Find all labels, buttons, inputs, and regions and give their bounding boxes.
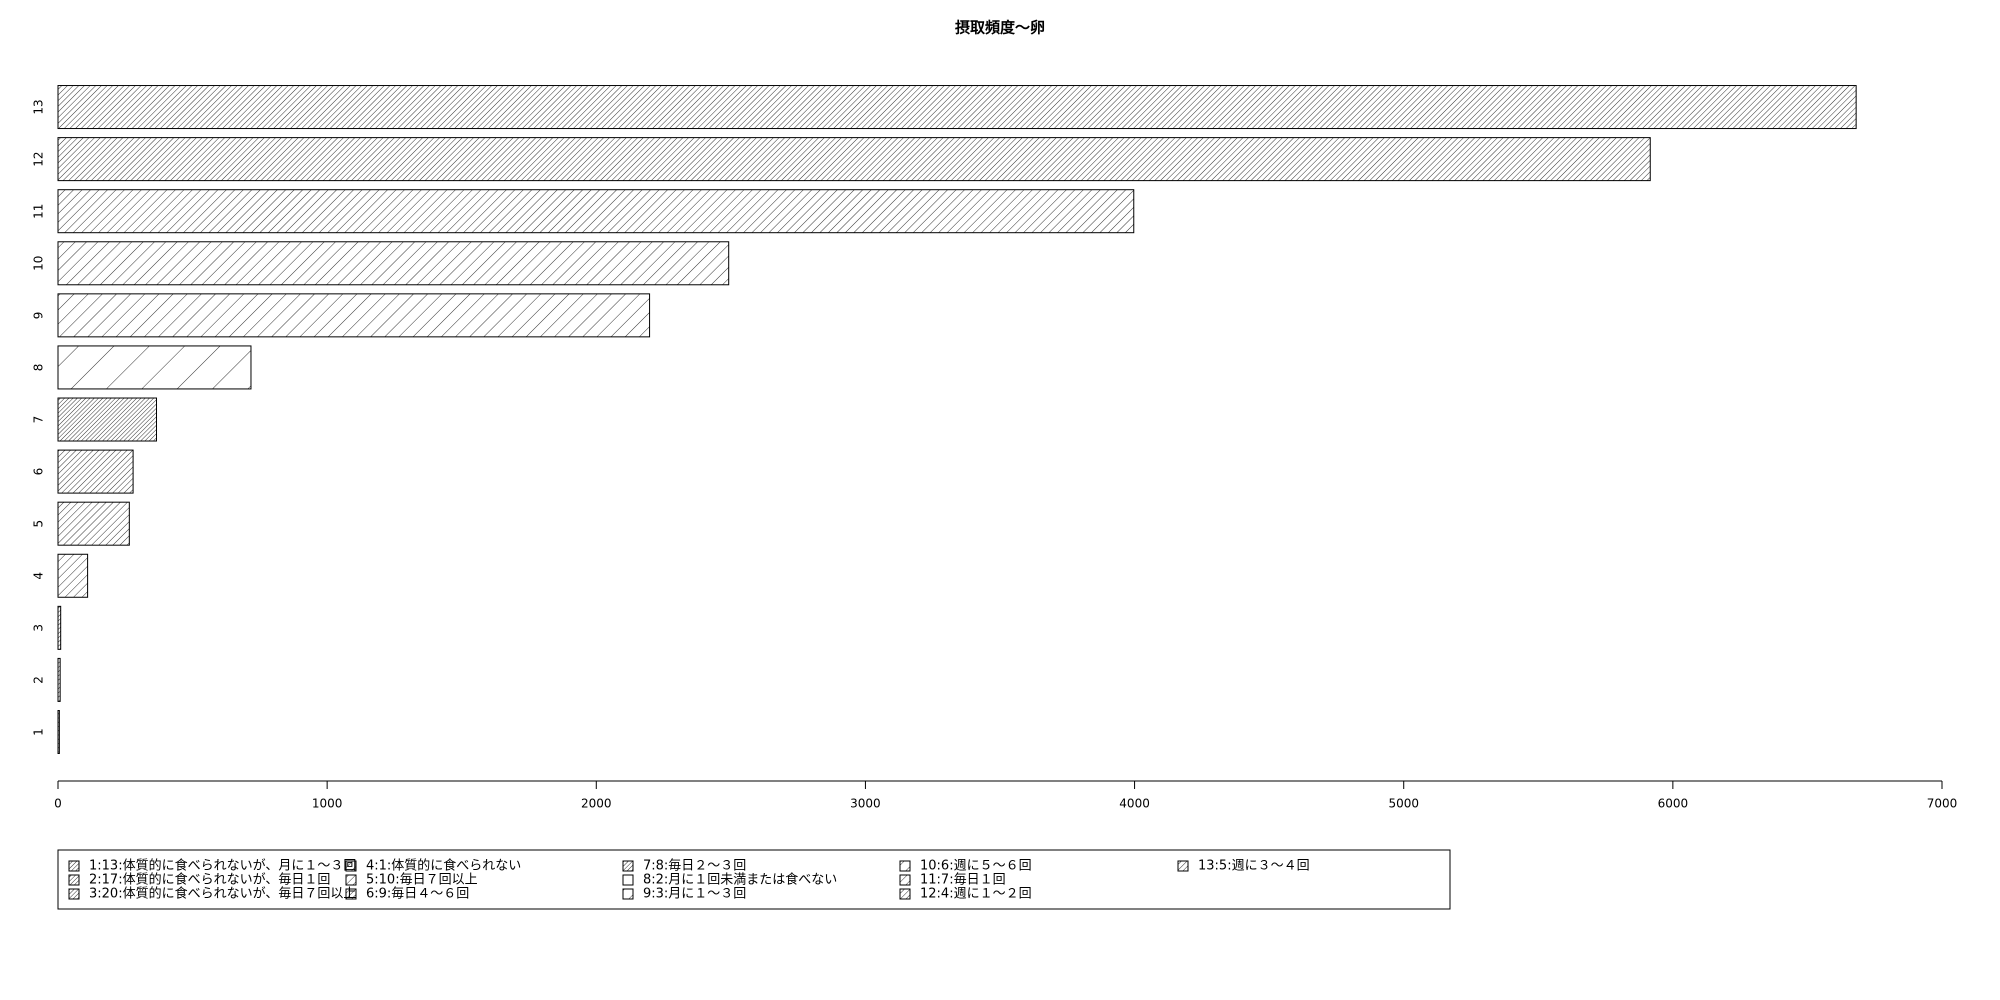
y-tick-label: 5 <box>32 520 46 528</box>
bar <box>57 657 61 702</box>
legend-swatch <box>345 860 357 872</box>
x-tick-label: 6000 <box>1658 797 1689 811</box>
bar <box>57 293 651 338</box>
y-tick-label: 9 <box>32 312 46 320</box>
legend-label: 1:13:体質的に食べられないが、月に１〜３回 <box>89 858 356 874</box>
legend-swatch <box>68 888 80 900</box>
legend-swatch <box>899 874 911 886</box>
bar <box>57 241 730 286</box>
legend-swatch <box>68 874 80 886</box>
bar <box>57 553 89 598</box>
legend-swatch <box>345 888 357 900</box>
x-tick-label: 0 <box>54 797 62 811</box>
x-tick-label: 3000 <box>850 797 881 811</box>
legend-swatch <box>899 888 911 900</box>
x-tick-label: 1000 <box>312 797 343 811</box>
y-tick-label: 8 <box>32 364 46 372</box>
legend-label: 2:17:体質的に食べられないが、毎日１回 <box>89 872 330 888</box>
legend-swatch <box>622 888 634 900</box>
legend-swatch <box>345 874 357 886</box>
y-tick-label: 4 <box>32 572 46 580</box>
y-tick-label: 13 <box>32 99 46 114</box>
legend-box <box>57 849 1451 910</box>
bar <box>57 605 62 650</box>
legend-label: 9:3:月に１〜３回 <box>643 887 746 902</box>
y-tick-label: 2 <box>32 676 46 684</box>
y-tick-label: 1 <box>32 728 46 736</box>
bar <box>57 137 1651 182</box>
legend-label: 6:9:毎日４〜６回 <box>366 886 469 902</box>
y-tick-label: 7 <box>32 416 46 424</box>
legend-label: 7:8:毎日２〜３回 <box>643 858 746 874</box>
legend-label: 12:4:週に１〜２回 <box>920 887 1032 902</box>
legend-swatch <box>68 860 80 872</box>
x-tick-label: 2000 <box>581 797 612 811</box>
bar <box>57 397 158 442</box>
legend-swatch <box>899 860 911 872</box>
legend-swatch <box>622 860 634 872</box>
chart-title: 摂取頻度〜卵 <box>955 19 1045 37</box>
bar <box>57 189 1135 234</box>
legend-label: 11:7:毎日１回 <box>920 872 1006 888</box>
legend-label: 4:1:体質的に食べられない <box>366 858 521 874</box>
y-tick-label: 3 <box>32 624 46 632</box>
legend-label: 8:2:月に１回未満または食べない <box>643 872 837 888</box>
bar <box>57 449 134 494</box>
x-tick-label: 7000 <box>1927 797 1958 811</box>
y-tick-label: 11 <box>32 204 46 219</box>
legend-swatch <box>1177 860 1189 872</box>
y-tick-label: 6 <box>32 468 46 476</box>
x-tick-label: 5000 <box>1388 797 1419 811</box>
legend-label: 3:20:体質的に食べられないが、毎日７回以上 <box>89 886 356 902</box>
y-tick-label: 12 <box>32 151 46 166</box>
legend-label: 5:10:毎日７回以上 <box>366 872 478 888</box>
legend-label: 10:6:週に５〜６回 <box>920 859 1032 874</box>
bar <box>57 345 252 390</box>
bar <box>57 501 130 546</box>
y-tick-label: 10 <box>32 256 46 271</box>
legend-label: 13:5:週に３〜４回 <box>1198 859 1310 874</box>
x-tick-label: 4000 <box>1119 797 1150 811</box>
bar <box>57 710 60 754</box>
legend-swatch <box>622 874 634 886</box>
bar <box>57 85 1857 130</box>
